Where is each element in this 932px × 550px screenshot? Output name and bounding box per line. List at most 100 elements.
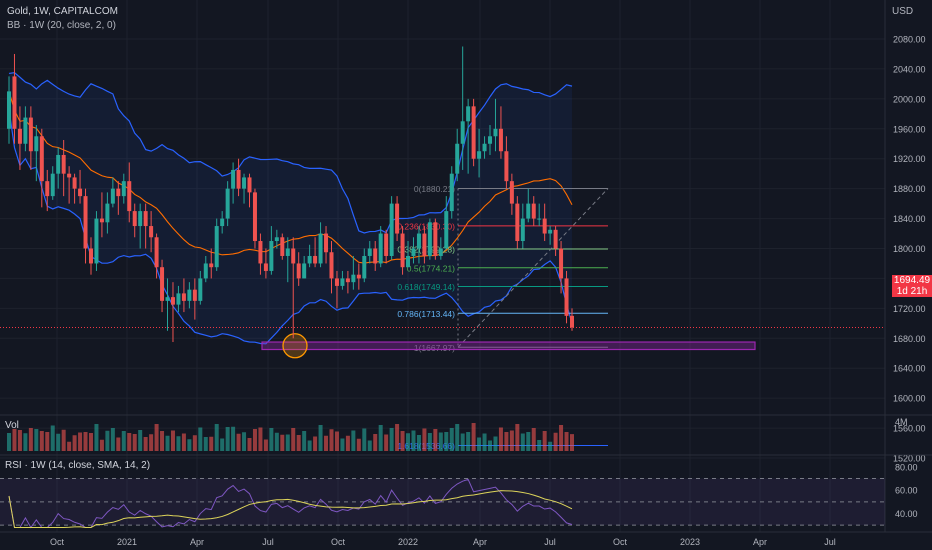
volume-bar	[23, 433, 28, 451]
candle-body	[345, 278, 350, 283]
candle-body	[160, 267, 165, 301]
volume-bar	[455, 424, 460, 451]
time-tick-label: 2021	[117, 537, 137, 547]
candle-body	[493, 128, 498, 137]
candle-body	[116, 188, 121, 197]
volume-bar	[427, 433, 432, 451]
volume-bar	[488, 440, 493, 451]
volume-bar	[285, 434, 290, 451]
volume-bar	[569, 434, 574, 451]
volume-bar	[12, 429, 17, 451]
volume-bar	[56, 433, 61, 451]
volume-bar	[438, 432, 443, 451]
volume-bar	[187, 439, 192, 451]
volume-bar	[389, 428, 394, 451]
bb-legend[interactable]: BB · 1W (20, close, 2, 0)	[7, 20, 116, 31]
rsi-ma-line	[8, 490, 573, 528]
candle-body	[149, 226, 154, 238]
bb-basis-line	[8, 91, 573, 264]
volume-bar	[78, 432, 83, 451]
candle-body	[455, 143, 460, 174]
candle-body	[384, 233, 389, 256]
candle-body	[559, 248, 564, 279]
time-tick-label: Apr	[473, 537, 487, 547]
last-price-tag: 1694.49 1d 21h	[892, 275, 932, 297]
volume-bar	[422, 428, 427, 451]
volume-bar	[395, 424, 400, 451]
volume-bar	[466, 432, 471, 451]
volume-bar	[378, 425, 383, 451]
candle-body	[280, 237, 285, 256]
volume-bar	[373, 434, 378, 451]
volume-bar	[176, 436, 181, 451]
volume-bar	[258, 427, 263, 451]
candle-body	[127, 181, 132, 212]
volume-bar	[493, 436, 498, 451]
volume-bar	[515, 424, 520, 451]
candle-body	[263, 263, 268, 271]
volume-bar	[203, 437, 208, 451]
time-tick-label: 2022	[398, 537, 418, 547]
candle-body	[67, 173, 72, 178]
volume-bar	[7, 433, 11, 451]
candle-body	[307, 255, 312, 264]
candle-body	[242, 177, 247, 189]
symbol-title[interactable]: Gold, 1W, CAPITALCOM	[7, 6, 118, 17]
candle-body	[121, 181, 126, 197]
volume-axis-label: 4M	[895, 417, 908, 427]
candle-body	[258, 241, 263, 264]
candle-body	[477, 151, 482, 159]
price-tick-label: 1560.00	[893, 424, 926, 434]
volume-bar	[170, 430, 175, 451]
volume-bar	[553, 432, 558, 451]
time-tick-label: Jul	[824, 537, 836, 547]
candle-body	[209, 263, 214, 268]
candle-body	[313, 255, 318, 264]
volume-bar	[351, 430, 356, 451]
candle-body	[274, 237, 279, 242]
volume-bar	[236, 433, 241, 451]
price-tick-label: 1840.00	[893, 214, 926, 224]
candle-body	[515, 203, 520, 242]
time-tick-label: Apr	[190, 537, 204, 547]
candle-body	[61, 154, 66, 174]
candle-body	[427, 222, 432, 256]
volume-bar	[274, 432, 279, 451]
price-tick-label: 1640.00	[893, 364, 926, 374]
time-tick-label: Jul	[544, 537, 556, 547]
volume-bar	[247, 438, 252, 451]
volume-bar	[116, 437, 121, 451]
wick-highlight-circle	[282, 333, 308, 359]
candle-body	[88, 248, 93, 264]
price-tick-label: 1960.00	[893, 124, 926, 134]
candle-body	[334, 278, 339, 286]
candle-body	[531, 203, 536, 219]
volume-bar	[105, 430, 110, 451]
candle-body	[449, 173, 454, 212]
time-tick-label: Oct	[50, 537, 65, 547]
volume-legend[interactable]: Vol	[5, 420, 19, 431]
rsi-legend[interactable]: RSI · 1W (14, close, SMA, 14, 2)	[5, 460, 151, 471]
volume-bar	[345, 435, 350, 451]
candle-body	[367, 248, 372, 256]
volume-bar	[198, 427, 203, 451]
candle-body	[198, 278, 203, 301]
volume-bar	[433, 429, 438, 451]
volume-bar	[460, 433, 465, 451]
candle-body	[537, 218, 542, 220]
volume-bar	[526, 432, 531, 451]
rsi-tick-label: 80.00	[895, 462, 918, 472]
fib-trend-line	[457, 188, 609, 348]
candle-body	[214, 226, 219, 268]
candle-body	[72, 177, 77, 189]
volume-bar	[165, 435, 170, 451]
candle-body	[340, 278, 345, 286]
fib-level-label: 1(1667.97)	[414, 343, 455, 353]
candle-body	[7, 91, 11, 129]
volume-bar	[406, 433, 411, 451]
candle-body	[460, 121, 465, 144]
volume-bar	[559, 425, 564, 451]
bb-fill	[9, 72, 572, 344]
candle-body	[416, 233, 421, 249]
